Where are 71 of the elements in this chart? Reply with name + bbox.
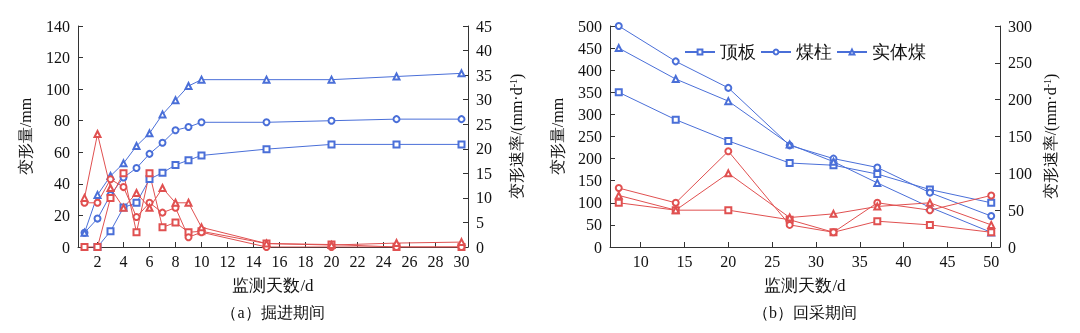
y-tick-label: 450 [578, 39, 602, 57]
y-tick-label: 500 [578, 17, 602, 35]
x-tick-label: 20 [323, 252, 340, 270]
y-tick-label: 400 [578, 61, 602, 79]
legend-label: 顶板 [720, 42, 756, 62]
y2-tick-label: 40 [476, 42, 492, 60]
y-tick-label: 80 [54, 112, 70, 130]
legend-label: 实体煤 [872, 42, 926, 62]
x-tick-label: 24 [375, 252, 392, 270]
y2-tick-label: 35 [476, 66, 492, 84]
x-tick-label: 10 [193, 252, 210, 270]
y-tick-label: 20 [54, 206, 70, 224]
legend-label: 煤柱 [796, 42, 832, 62]
y-axis-title: 变形量/mm [548, 97, 566, 176]
y-tick-label: 100 [578, 194, 602, 212]
y-axis-title: 变形量/mm [16, 97, 34, 176]
x-tick-label: 50 [983, 252, 1000, 270]
x-tick-label: 20 [720, 252, 737, 270]
y-tick-label: 120 [46, 49, 70, 67]
x-tick-label: 2 [93, 252, 102, 270]
x-tick-label: 12 [219, 252, 236, 270]
x-tick-label: 28 [427, 252, 444, 270]
y-tick-label: 0 [62, 238, 70, 256]
y-tick-label: 300 [578, 105, 602, 123]
y-tick-label: 40 [54, 175, 70, 193]
text: （b）回采期间 [753, 303, 857, 321]
x-tick-label: 40 [895, 252, 912, 270]
x-tick-label: 45 [939, 252, 956, 270]
x-tick-label: 26 [401, 252, 418, 270]
y-tick-label: 350 [578, 83, 602, 101]
y2-tick-label: 20 [476, 140, 492, 158]
y-tick-label: 50 [586, 216, 602, 234]
x-tick-label: 18 [297, 252, 314, 270]
y2-tick-label: 25 [476, 115, 492, 133]
y2-tick-label: 100 [1008, 164, 1032, 182]
y2-tick-label: 200 [1008, 91, 1032, 109]
x-tick-label: 14 [245, 252, 262, 270]
y-tick-label: 100 [46, 80, 70, 98]
x-tick-label: 6 [145, 252, 154, 270]
y-tick-label: 200 [578, 150, 602, 168]
y2-tick-label: 0 [476, 238, 484, 256]
x-tick-label: 30 [453, 252, 470, 270]
y-tick-label: 0 [594, 238, 602, 256]
text: （a）掘进期间 [221, 303, 325, 321]
x-axis-title: 监测天数/d [764, 276, 847, 295]
y-tick-label: 250 [578, 128, 602, 145]
y-tick-label: 150 [578, 172, 602, 190]
x-tick-label: 16 [271, 252, 288, 270]
x-tick-label: 10 [632, 252, 649, 270]
y2-axis-title: 变形速率/(mm·d-1) [507, 73, 526, 200]
y2-tick-label: 250 [1008, 54, 1032, 72]
y2-tick-label: 15 [476, 164, 492, 182]
x-tick-label: 30 [807, 252, 824, 270]
y2-tick-label: 150 [1008, 128, 1032, 145]
x-tick-label: 35 [851, 252, 868, 270]
x-tick-label: 25 [764, 252, 781, 270]
y-tick-label: 60 [54, 143, 70, 161]
y2-tick-label: 45 [476, 17, 492, 35]
y2-tick-label: 50 [1008, 201, 1024, 219]
x-tick-label: 22 [349, 252, 366, 270]
x-tick-label: 8 [171, 252, 180, 270]
y2-tick-label: 30 [476, 91, 492, 109]
y2-axis-title: 变形速率/(mm·d-1) [1042, 73, 1061, 200]
x-tick-label: 15 [676, 252, 693, 270]
x-axis-title: 监测天数/d [232, 276, 315, 295]
y2-tick-label: 10 [476, 189, 492, 207]
y-tick-label: 140 [46, 17, 70, 35]
y2-tick-label: 5 [476, 213, 484, 231]
x-tick-label: 4 [119, 252, 128, 270]
y2-tick-label: 0 [1008, 238, 1016, 256]
y2-tick-label: 300 [1008, 17, 1032, 35]
